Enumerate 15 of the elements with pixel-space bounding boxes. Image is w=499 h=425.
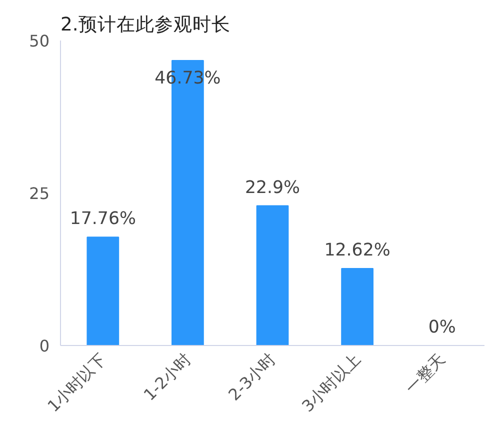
data-label: 17.76% [70, 209, 136, 230]
bar [341, 268, 374, 346]
x-tick-label: 2-3小时 [224, 350, 280, 404]
y-tick-label: 0 [39, 336, 50, 356]
x-tick-label: 一整天 [401, 350, 449, 398]
y-tick-label: 25 [29, 184, 50, 203]
y-tick-label: 50 [29, 32, 50, 50]
bar [256, 205, 289, 346]
x-tick-label: 3小时以上 [298, 350, 364, 416]
data-label: 22.9% [244, 178, 300, 198]
data-label: 12.62% [324, 240, 390, 261]
x-tick-label: 1-2小时 [140, 350, 194, 404]
data-label: 0% [428, 318, 456, 338]
bar [86, 236, 120, 346]
chart-title: 2.预计在此参观时长 [60, 14, 230, 36]
